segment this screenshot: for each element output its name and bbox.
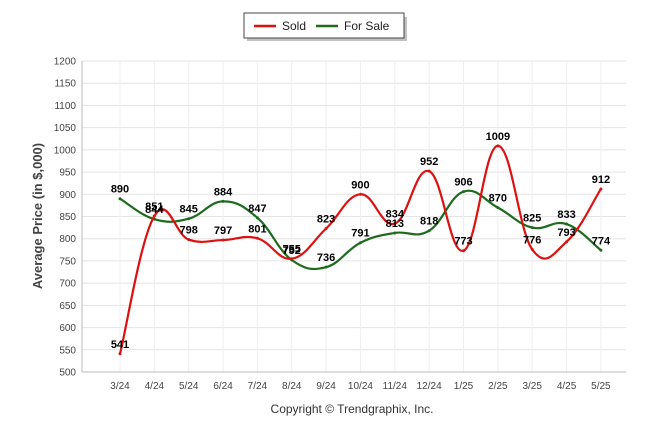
- x-tick-label: 4/24: [145, 381, 165, 392]
- legend: Sold For Sale: [243, 12, 407, 41]
- legend-label-for-sale: For Sale: [344, 19, 390, 33]
- series-lines: [118, 144, 603, 356]
- data-point-for-sale: [496, 206, 500, 210]
- axes: 500 550 600 650 700 750 800 850 900 950 1000 1050 11…: [54, 57, 626, 392]
- data-point-sold: [221, 238, 225, 242]
- data-point-for-sale: [599, 248, 603, 252]
- y-tick-label: 1000: [54, 145, 77, 156]
- y-tick-label: 750: [59, 256, 76, 267]
- y-tick-label: 950: [59, 168, 76, 179]
- grid: [82, 60, 626, 373]
- y-tick-label: 1100: [54, 101, 76, 112]
- data-label-for-sale: 847: [248, 203, 266, 215]
- data-label-for-sale: 736: [317, 252, 335, 264]
- x-tick-label: 3/24: [110, 381, 130, 392]
- y-tick-label: 550: [59, 345, 76, 356]
- x-tick-label: 12/24: [417, 381, 442, 392]
- data-label-sold: 900: [351, 179, 369, 191]
- data-point-for-sale: [118, 197, 122, 201]
- y-tick-label: 1050: [54, 123, 77, 134]
- data-label-for-sale: 813: [386, 218, 404, 230]
- x-tick-label: 3/25: [522, 381, 542, 392]
- data-label-sold: 912: [592, 174, 610, 186]
- x-tick-label: 11/24: [383, 381, 408, 392]
- data-label-sold: 773: [454, 236, 472, 248]
- y-tick-label: 700: [59, 279, 76, 290]
- data-point-sold: [427, 169, 431, 173]
- data-label-sold: 801: [248, 223, 266, 235]
- x-tick-label: 4/25: [557, 381, 577, 392]
- x-tick-label: 9/24: [316, 381, 336, 392]
- data-label-sold: 776: [523, 234, 541, 246]
- y-tick-label: 1150: [54, 79, 76, 90]
- data-point-for-sale: [530, 226, 534, 230]
- y-tick-label: 600: [59, 323, 76, 334]
- data-label-sold: 834: [386, 209, 405, 221]
- data-point-for-sale: [393, 231, 397, 235]
- data-point-for-sale: [565, 222, 569, 226]
- data-labels: 541 851 798 797 801 755 823 900 834 952 773 1009 776…: [111, 131, 611, 351]
- x-tick-label: 2/25: [488, 381, 508, 392]
- data-point-sold: [255, 236, 259, 240]
- y-tick-label: 850: [59, 212, 76, 223]
- data-label-for-sale: 818: [420, 216, 438, 228]
- data-label-for-sale: 884: [214, 186, 233, 198]
- data-point-sold: [393, 222, 397, 226]
- x-tick-label: 10/24: [348, 381, 373, 392]
- data-label-sold: 797: [214, 225, 232, 237]
- data-label-sold: 755: [283, 244, 301, 256]
- legend-label-sold: Sold: [282, 19, 306, 33]
- data-label-sold: 798: [180, 225, 198, 237]
- x-tick-label: 7/24: [248, 381, 268, 392]
- y-tick-label: 650: [59, 301, 76, 312]
- data-point-for-sale: [462, 190, 465, 194]
- data-point-sold: [599, 187, 603, 191]
- y-axis-title: Average Price (in $,000): [30, 143, 45, 289]
- x-tick-label: 8/24: [282, 381, 302, 392]
- x-tick-label: 1/25: [454, 381, 474, 392]
- data-label-for-sale: 870: [489, 193, 507, 205]
- data-label-for-sale: 774: [592, 235, 611, 247]
- data-label-sold: 851: [145, 201, 163, 213]
- data-point-for-sale: [358, 241, 362, 245]
- data-point-sold: [187, 238, 191, 242]
- data-point-sold: [290, 257, 294, 261]
- data-point-sold: [565, 240, 569, 244]
- data-label-for-sale: 825: [523, 213, 541, 225]
- data-point-sold: [152, 214, 156, 218]
- y-tick-label: 800: [59, 234, 76, 245]
- data-label-sold: 1009: [486, 131, 510, 143]
- data-label-for-sale: 833: [557, 209, 575, 221]
- data-label-for-sale: 844: [145, 204, 164, 216]
- data-point-sold: [530, 247, 534, 251]
- data-point-sold: [358, 192, 362, 196]
- y-tick-label: 900: [59, 190, 76, 201]
- data-point-sold: [462, 249, 465, 253]
- data-label-for-sale: 890: [111, 184, 129, 196]
- x-tick-label: 5/24: [179, 381, 199, 392]
- copyright-text: Copyright © Trendgraphix, Inc.: [271, 402, 434, 416]
- data-label-for-sale: 906: [454, 177, 472, 189]
- x-tick-label: 6/24: [213, 381, 233, 392]
- y-tick-label: 500: [59, 368, 76, 379]
- data-point-sold: [496, 144, 500, 148]
- data-point-for-sale: [187, 217, 191, 221]
- data-point-for-sale: [427, 229, 431, 233]
- data-label-for-sale: 845: [180, 204, 198, 216]
- data-label-sold: 541: [111, 339, 129, 351]
- data-label-sold: 952: [420, 156, 438, 168]
- data-label-for-sale: 791: [351, 228, 369, 240]
- data-point-sold: [324, 226, 328, 230]
- data-label-sold: 823: [317, 213, 335, 225]
- x-tick-label: 5/25: [591, 381, 611, 392]
- data-label-sold: 793: [557, 227, 575, 239]
- y-tick-label: 1200: [54, 57, 77, 68]
- data-point-for-sale: [324, 265, 328, 269]
- data-label-for-sale: 752: [283, 245, 301, 257]
- data-point-sold: [118, 352, 122, 356]
- data-point-for-sale: [255, 216, 259, 220]
- data-point-for-sale: [221, 199, 225, 203]
